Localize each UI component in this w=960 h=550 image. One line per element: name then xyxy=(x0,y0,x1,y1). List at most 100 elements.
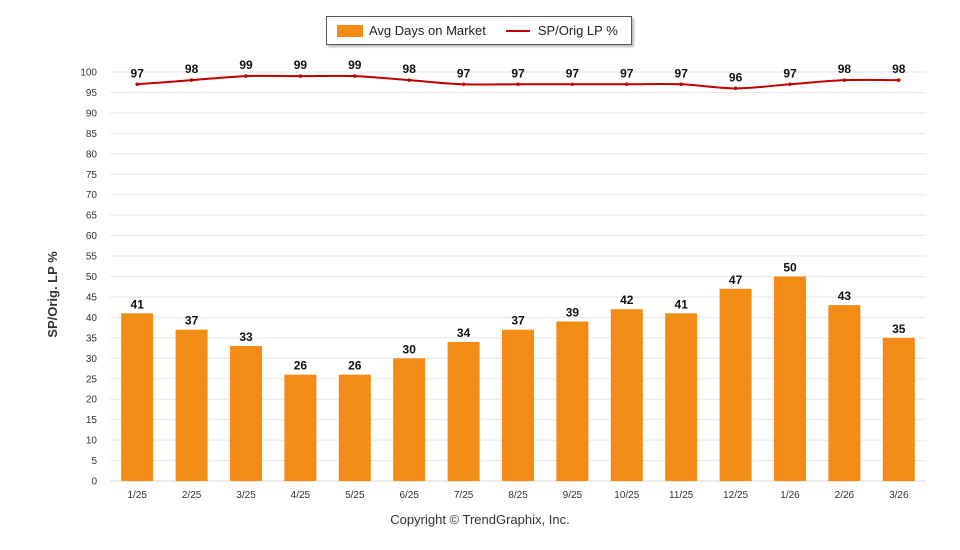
x-tick-label: 7/25 xyxy=(454,490,474,501)
bar-data-label: 26 xyxy=(294,359,308,373)
bar-data-label: 33 xyxy=(239,330,253,344)
legend-item-line[interactable]: SP/Orig LP % xyxy=(486,23,618,38)
bar-data-label: 37 xyxy=(511,314,525,328)
bar xyxy=(121,313,154,481)
y-tick-label: 5 xyxy=(91,456,97,467)
y-tick-label: 95 xyxy=(86,88,98,99)
bar xyxy=(393,358,426,481)
line-point xyxy=(516,82,520,87)
line-point xyxy=(407,78,412,82)
bar xyxy=(230,346,262,481)
y-tick-label: 20 xyxy=(86,395,98,406)
x-tick-label: 2/25 xyxy=(182,490,202,501)
bar xyxy=(828,305,861,481)
line-data-label: 96 xyxy=(729,70,743,84)
line-point xyxy=(461,82,466,87)
x-tick-label: 8/25 xyxy=(508,490,528,501)
line-point xyxy=(679,82,683,87)
bar xyxy=(556,321,589,481)
y-axis-label: SP/Orig. LP % xyxy=(45,251,60,338)
bar xyxy=(882,337,915,481)
bar-data-label: 30 xyxy=(403,342,417,356)
bar-data-label: 37 xyxy=(185,314,199,328)
line-point xyxy=(733,86,738,91)
line-data-label: 99 xyxy=(239,58,253,72)
line-data-label: 98 xyxy=(185,62,199,76)
y-tick-label: 80 xyxy=(86,149,98,160)
bar-data-label: 34 xyxy=(457,326,471,340)
x-tick-label: 1/25 xyxy=(127,490,147,501)
line-point xyxy=(244,74,248,78)
x-tick-label: 6/25 xyxy=(399,490,419,501)
line-point xyxy=(353,74,357,78)
line-data-label: 97 xyxy=(783,66,797,80)
bar xyxy=(719,288,752,481)
line-point xyxy=(570,82,575,87)
y-tick-label: 40 xyxy=(86,313,98,324)
x-tick-label: 1/26 xyxy=(780,490,800,501)
bar xyxy=(610,309,643,481)
y-tick-label: 50 xyxy=(86,272,98,283)
line-data-label: 97 xyxy=(511,66,525,80)
bar-data-label: 42 xyxy=(620,293,634,307)
line-data-label: 97 xyxy=(566,66,580,80)
bar xyxy=(774,276,806,481)
y-tick-label: 45 xyxy=(86,292,98,303)
bar-data-label: 50 xyxy=(783,261,797,275)
x-tick-label: 11/25 xyxy=(669,490,694,501)
bar-data-label: 47 xyxy=(729,273,743,287)
line-data-label: 98 xyxy=(403,62,417,76)
x-tick-label: 5/25 xyxy=(345,490,365,501)
x-tick-label: 12/25 xyxy=(723,490,748,501)
legend-line-label: SP/Orig LP % xyxy=(537,23,618,38)
bar-data-label: 43 xyxy=(838,289,852,303)
line-point xyxy=(189,78,194,82)
bar xyxy=(665,313,698,481)
legend-item-bar[interactable]: Avg Days on Market xyxy=(327,23,486,38)
line-data-label: 97 xyxy=(675,66,689,80)
y-tick-label: 85 xyxy=(86,129,98,140)
legend: Avg Days on Market SP/Orig LP % xyxy=(326,16,632,45)
x-tick-label: 3/25 xyxy=(236,490,256,501)
y-tick-label: 100 xyxy=(80,68,97,79)
line-data-label: 97 xyxy=(131,66,145,80)
line-point xyxy=(625,82,629,87)
y-tick-label: 35 xyxy=(86,333,98,344)
line-data-label: 98 xyxy=(838,62,852,76)
y-tick-label: 15 xyxy=(86,415,98,426)
bar xyxy=(447,341,480,481)
y-tick-label: 60 xyxy=(86,231,98,242)
legend-bar-label: Avg Days on Market xyxy=(369,23,486,38)
y-tick-label: 0 xyxy=(91,477,97,488)
line-point xyxy=(842,78,847,82)
x-tick-label: 9/25 xyxy=(563,490,583,501)
bar xyxy=(338,374,371,481)
bar xyxy=(284,374,317,481)
line-data-label: 98 xyxy=(892,62,906,76)
line-point xyxy=(135,82,139,87)
bar-data-label: 41 xyxy=(131,297,145,311)
bar xyxy=(175,329,208,481)
line-point xyxy=(298,74,303,78)
line-data-label: 99 xyxy=(294,58,308,72)
y-tick-label: 75 xyxy=(86,170,98,181)
bar-data-label: 35 xyxy=(892,322,906,336)
y-tick-label: 55 xyxy=(86,252,98,263)
line-point xyxy=(897,78,901,82)
line-data-label: 97 xyxy=(620,66,634,80)
line-data-label: 97 xyxy=(457,66,471,80)
x-tick-label: 4/25 xyxy=(291,490,311,501)
copyright-text: Copyright © TrendGraphix, Inc. xyxy=(390,512,570,527)
y-tick-label: 30 xyxy=(86,354,98,365)
line-data-label: 99 xyxy=(348,58,362,72)
legend-bar-swatch xyxy=(337,24,363,37)
bar-data-label: 41 xyxy=(675,297,689,311)
y-tick-label: 65 xyxy=(86,211,98,222)
x-tick-label: 10/25 xyxy=(614,490,639,501)
x-tick-label: 2/26 xyxy=(835,490,855,501)
y-tick-label: 90 xyxy=(86,108,98,119)
line-point xyxy=(788,82,792,87)
y-tick-label: 70 xyxy=(86,190,98,201)
bar-data-label: 39 xyxy=(566,305,580,319)
legend-line-swatch xyxy=(505,29,530,32)
